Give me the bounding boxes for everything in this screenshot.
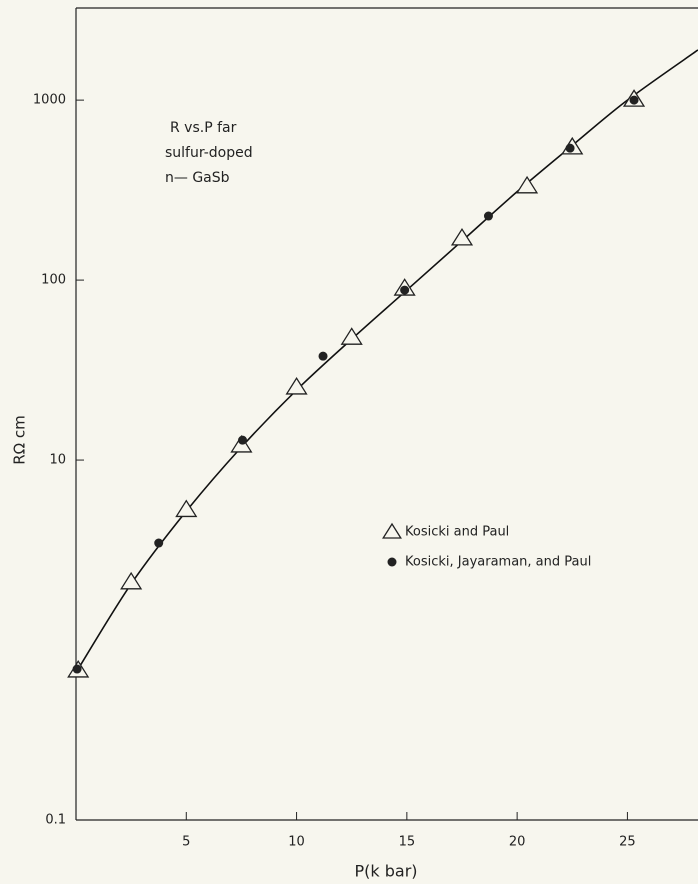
triangle-marker [285,376,308,395]
dot-marker [629,95,639,105]
dot-marker [238,435,248,445]
annotation: n— GaSb [165,170,230,186]
dot-marker [72,664,82,674]
triangle-marker [175,499,198,518]
y-axis-label: RΩ cm [11,415,29,465]
legend-marker [382,522,402,539]
x-tick-label: 20 [509,835,526,850]
annotation: sulfur-doped [165,145,253,161]
y-tick-label: 10 [49,453,66,468]
x-axis-label: P(k bar) [354,862,417,881]
x-tick-label: 5 [182,835,190,850]
x-tick-label: 25 [619,835,636,850]
y-tick-label: 100 [41,273,66,288]
x-tick-label: 10 [288,835,305,850]
triangle-marker [515,175,539,194]
dot-marker [400,285,410,295]
triangle-marker [340,327,363,345]
triangle-marker [120,571,143,590]
x-tick-label: 15 [399,835,416,850]
dot-marker [483,211,493,221]
legend-marker [387,557,397,567]
triangle-marker [450,227,474,246]
dot-marker [154,538,164,548]
y-tick-label: 0.1 [45,813,66,828]
annotation: R vs.P far [170,120,237,136]
dot-marker [565,143,575,153]
dot-marker [318,351,328,361]
y-tick-label: 1000 [33,93,66,108]
legend-label: Kosicki and Paul [405,525,509,540]
legend-label: Kosicki, Jayaraman, and Paul [405,555,591,570]
fit-curve [75,49,698,673]
